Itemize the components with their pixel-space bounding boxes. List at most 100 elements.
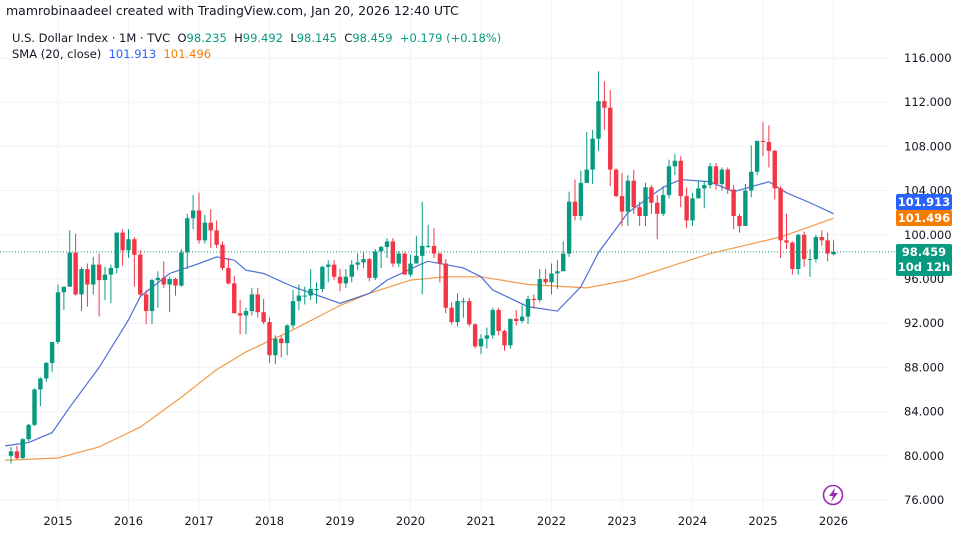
candle [378, 245, 384, 268]
candle-body [79, 269, 84, 295]
candle-body [349, 264, 354, 277]
candle-body [161, 277, 166, 285]
candle [226, 258, 231, 285]
candle-body [102, 274, 108, 281]
candle [490, 307, 495, 339]
candle [232, 275, 237, 314]
candle-body [190, 210, 196, 219]
candle-body [44, 362, 49, 379]
candle-body [437, 253, 443, 264]
candle [349, 260, 354, 283]
candle-body [625, 180, 631, 212]
sma-label[interactable]: SMA (20, close) [12, 47, 102, 61]
open-value: 98.235 [186, 31, 227, 45]
candle [102, 266, 108, 300]
y-tick-label: 92.000 [904, 316, 944, 330]
candle [320, 265, 325, 293]
candle [138, 250, 143, 296]
candle [14, 445, 20, 460]
candle [208, 209, 213, 249]
candle [302, 286, 307, 305]
low-label: L [290, 31, 297, 45]
candle [625, 175, 631, 226]
candle-body [807, 259, 813, 261]
candle [443, 259, 448, 314]
candle [414, 235, 419, 264]
candle-body [367, 259, 372, 278]
candle [190, 195, 196, 230]
candle-body [613, 169, 619, 197]
candle [337, 269, 343, 292]
y-tick-label: 108.000 [904, 139, 952, 153]
candle-body [784, 240, 789, 243]
candle [543, 269, 548, 285]
candle-body [308, 288, 313, 296]
candle-body [8, 451, 14, 456]
candle [179, 249, 184, 287]
candle [214, 220, 219, 249]
candle-body [637, 207, 642, 217]
bar-countdown: 10d 12h [897, 260, 951, 274]
candle [749, 145, 754, 198]
candle [608, 90, 613, 187]
candle [555, 260, 560, 289]
candle [660, 186, 666, 217]
last-price-value: 98.459 [901, 245, 947, 259]
candle [825, 232, 830, 262]
y-tick-label: 100.000 [904, 228, 952, 242]
high-label: H [234, 31, 243, 45]
candle [572, 179, 578, 221]
candle-body [373, 251, 378, 278]
candle-body [314, 288, 319, 290]
candle-body [173, 279, 178, 286]
candle [519, 304, 525, 324]
candle-body [55, 292, 61, 342]
x-tick-label: 2026 [819, 514, 848, 528]
sma-blue-line [5, 178, 834, 447]
candle [525, 295, 531, 325]
candle-body [120, 232, 125, 251]
candle-body [555, 271, 560, 274]
candle [684, 187, 689, 229]
candle [508, 318, 513, 349]
candle-body [731, 189, 736, 217]
candle-body [402, 253, 407, 275]
candle-body [690, 198, 695, 221]
candle-body [108, 267, 114, 275]
candle [754, 140, 760, 176]
candle [478, 334, 484, 355]
x-tick-label: 2022 [537, 514, 566, 528]
low-value: 98.145 [296, 31, 337, 45]
sma-blue-price-tag: 101.913 [896, 194, 952, 210]
high-value: 99.492 [242, 31, 283, 45]
candle-body [543, 279, 548, 283]
candle [449, 302, 454, 325]
candle-body [719, 169, 725, 184]
candle [91, 256, 96, 295]
candle [578, 170, 584, 221]
candle [149, 279, 155, 325]
candle [655, 195, 660, 240]
candle [696, 180, 701, 199]
candle [390, 238, 396, 267]
symbol-name[interactable]: U.S. Dollar Index · 1M · TVC [12, 31, 171, 45]
candle [396, 251, 401, 267]
candle-body [20, 439, 25, 459]
candle-body [326, 264, 331, 267]
candle-body [408, 263, 413, 275]
candle [649, 185, 654, 214]
candle [420, 201, 425, 295]
candle [813, 234, 819, 263]
candle [279, 335, 284, 358]
sma-value-orange: 101.496 [163, 47, 212, 61]
candle [343, 269, 349, 288]
candle [290, 290, 296, 329]
candle [631, 169, 636, 214]
x-tick-label: 2021 [466, 514, 495, 528]
candle [549, 263, 554, 295]
open-label: O [177, 31, 187, 45]
candle [772, 149, 777, 200]
y-tick-label: 88.000 [904, 360, 944, 374]
candle [44, 361, 49, 382]
